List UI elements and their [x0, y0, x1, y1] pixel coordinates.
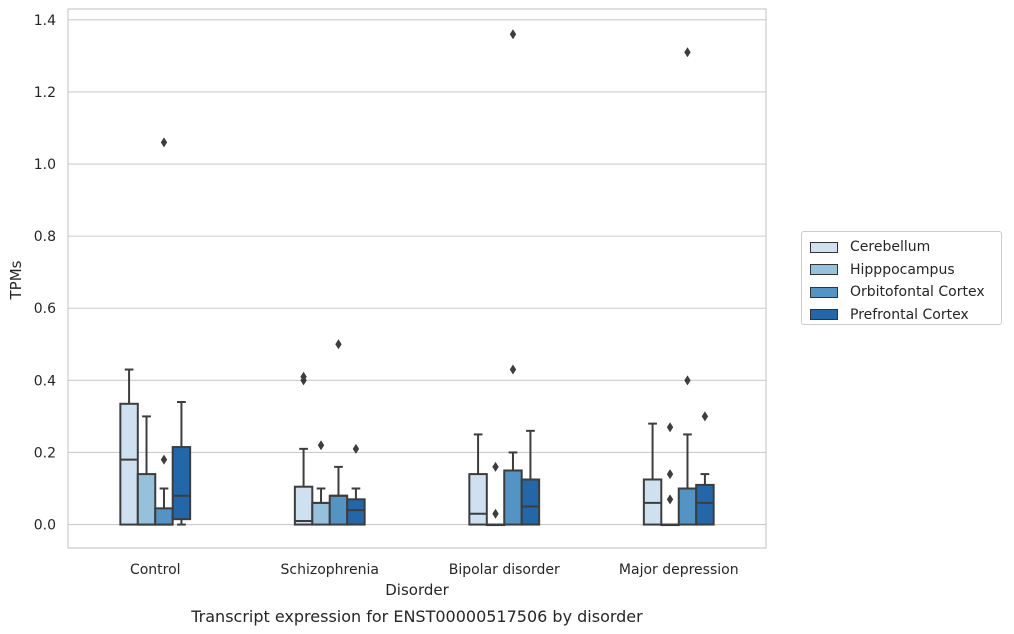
box-plot-area [119, 29, 715, 527]
legend-swatch [810, 264, 838, 276]
outlier-point [160, 137, 168, 148]
box-iqr [468, 473, 488, 526]
box-iqr [171, 446, 192, 521]
y-tick-label: 1.4 [34, 13, 56, 29]
y-tick-label: 0.8 [34, 229, 56, 245]
outlier-point [701, 411, 709, 422]
x-axis-ticks: Control Schizophrenia Bipolar disorder Majo… [130, 562, 739, 578]
chart-title: Transcript expression for ENST0000051750… [190, 607, 643, 626]
y-tick-label: 0.4 [34, 373, 56, 389]
outlier-point [317, 440, 325, 451]
legend-swatch [810, 286, 838, 298]
box-prefrontal-cortex [346, 443, 366, 526]
box-prefrontal-cortex [171, 400, 192, 526]
box-prefrontal-cortex [520, 429, 541, 526]
legend-label: Hipppocampus [850, 261, 955, 278]
legend-swatch [810, 241, 838, 253]
box-iqr [154, 507, 174, 526]
y-axis-label: TPMs [7, 260, 25, 300]
box-iqr [136, 473, 157, 526]
box-iqr [293, 485, 314, 526]
legend-label: Prefrontal Cortex [850, 306, 969, 323]
legend-item-prefrontal-cortex: Prefrontal Cortex [810, 304, 993, 327]
outlier-point [666, 422, 674, 433]
plot-frame [67, 8, 767, 549]
box-iqr [119, 402, 139, 526]
box-hipppocampus [485, 461, 506, 527]
y-tick-label: 1.0 [34, 157, 56, 173]
legend-label: Cerebellum [850, 239, 931, 256]
legend-item-orbitofrontal-cortex: Orbitofontal Cortex [810, 281, 993, 304]
y-tick-label: 0.2 [34, 445, 56, 461]
legend-item-cerebellum: Cerebellum [810, 236, 993, 259]
x-axis-label: Disorder [385, 581, 449, 599]
box-iqr [677, 487, 698, 526]
x-tick-label: Control [130, 562, 181, 578]
outlier-point [492, 508, 499, 519]
box-iqr [695, 483, 715, 526]
legend-item-hippocampus: Hipppocampus [810, 259, 993, 282]
outlier-point [509, 29, 517, 40]
y-axis-ticks: 0.0 0.2 0.4 0.6 0.8 1.0 1.2 1.4 [34, 13, 56, 534]
box-iqr [503, 469, 523, 526]
outlier-point [492, 461, 499, 472]
legend: Cerebellum Hipppocampus Orbitofontal Cor… [801, 231, 1002, 325]
outlier-point [509, 364, 517, 375]
box-prefrontal-cortex [695, 411, 715, 526]
box-iqr [328, 494, 349, 526]
box-cerebellum [642, 422, 663, 526]
outlier-point [684, 47, 691, 58]
outlier-point [666, 494, 674, 505]
legend-label: Orbitofontal Cortex [850, 284, 985, 301]
box-hipppocampus [660, 422, 680, 527]
x-tick-label: Major depression [619, 562, 739, 578]
box-orbitofontal-cortex [328, 339, 349, 526]
box-orbitofontal-cortex [154, 137, 174, 526]
y-tick-label: 0.6 [34, 301, 56, 317]
box-orbitofontal-cortex [503, 29, 523, 526]
box-cerebellum [468, 433, 488, 526]
outlier-point [300, 371, 307, 382]
box-cerebellum [293, 371, 314, 526]
x-tick-label: Schizophrenia [281, 562, 379, 578]
box-iqr [346, 498, 366, 526]
box-iqr [311, 501, 331, 526]
x-tick-label: Bipolar disorder [449, 562, 560, 578]
box-hipppocampus [136, 415, 157, 526]
outlier-point [335, 339, 342, 350]
outlier-point [666, 469, 674, 480]
y-tick-label: 1.2 [34, 85, 56, 101]
outlier-point [160, 454, 168, 465]
outlier-point [684, 375, 691, 386]
box-iqr [520, 478, 541, 526]
outlier-point [352, 443, 360, 454]
legend-swatch [810, 309, 838, 321]
y-tick-label: 0.0 [34, 518, 56, 534]
box-cerebellum [119, 368, 139, 526]
